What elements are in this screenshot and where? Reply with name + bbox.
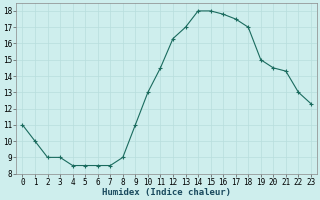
X-axis label: Humidex (Indice chaleur): Humidex (Indice chaleur) xyxy=(102,188,231,197)
